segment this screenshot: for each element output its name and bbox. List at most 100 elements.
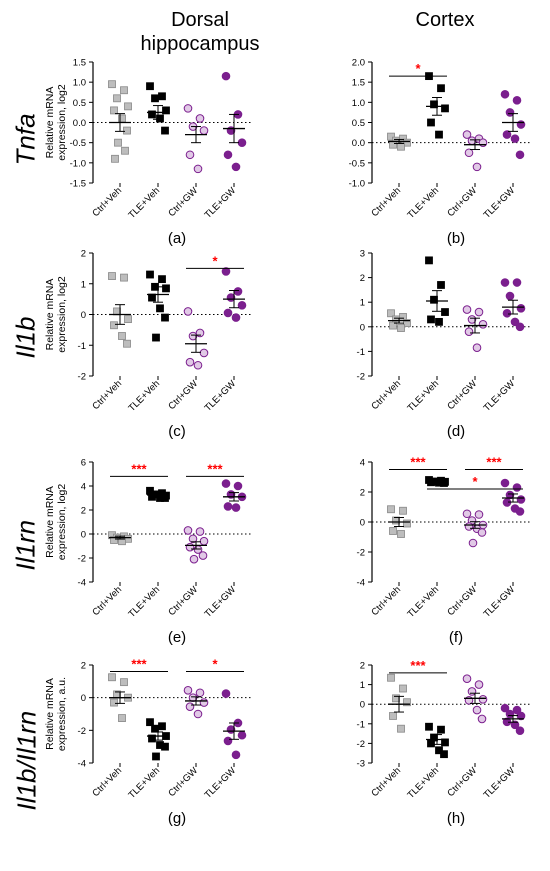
- significance-label: *: [415, 61, 421, 76]
- data-point: [161, 742, 169, 751]
- data-point: [183, 307, 193, 316]
- panel-label: (a): [168, 230, 186, 247]
- data-point: [185, 542, 195, 552]
- data-point: [389, 527, 397, 535]
- data-point: [158, 92, 166, 101]
- y-tick-label: 2: [81, 506, 86, 517]
- data-point: [162, 106, 170, 115]
- chart-panel: -1.0 -0.5 0.0 0.5 1.0 1.5 2.0 Ctrl+Veh TLE+Veh Ct…: [349, 58, 532, 247]
- y-axis-label: Relative mRNAexpression, log2: [44, 276, 68, 353]
- y-tick-label: -1.0: [70, 158, 86, 169]
- data-point: [199, 126, 209, 135]
- data-point: [389, 140, 397, 149]
- data-point: [500, 478, 510, 488]
- y-tick-label: 0: [360, 700, 365, 711]
- data-point: [440, 750, 448, 759]
- data-point: [392, 516, 400, 525]
- x-tick-label: TLE+Veh: [406, 765, 442, 801]
- panel-label: (b): [447, 230, 465, 247]
- x-tick-label: TLE+Veh: [127, 584, 163, 620]
- y-tick-label: 2: [360, 661, 365, 672]
- data-point: [183, 686, 193, 695]
- x-tick-label: TLE+Veh: [406, 378, 442, 414]
- data-point: [189, 554, 199, 564]
- y-tick-label: 2.0: [352, 58, 365, 69]
- data-point: [427, 739, 435, 748]
- data-point: [437, 84, 445, 93]
- data-point: [462, 509, 472, 519]
- y-tick-label: -4: [357, 578, 365, 589]
- data-point: [110, 321, 118, 330]
- data-point: [124, 315, 132, 324]
- y-tick-label: -2: [78, 726, 86, 737]
- significance-label: ***: [131, 657, 147, 672]
- data-point: [500, 703, 510, 713]
- data-point: [464, 522, 474, 531]
- data-point: [389, 712, 397, 720]
- chart-panel: -4 -2 0 2 Ctrl+Veh TLE+Veh Ctrl+GW TLE+GW Relati…: [44, 657, 253, 827]
- y-tick-label: 0.5: [73, 98, 86, 109]
- data-point: [223, 150, 233, 160]
- data-point: [124, 102, 132, 111]
- y-tick-label: 4: [81, 482, 86, 493]
- data-point: [478, 320, 488, 329]
- x-tick-label: Ctrl+GW: [166, 584, 200, 618]
- significance-label: ***: [486, 455, 502, 470]
- data-point: [472, 705, 482, 715]
- data-point: [500, 278, 510, 287]
- y-tick-label: -3: [357, 759, 365, 770]
- data-point: [199, 536, 209, 546]
- data-point: [437, 725, 445, 734]
- data-point: [146, 270, 154, 279]
- x-tick-label: Ctrl+Veh: [90, 584, 124, 618]
- x-tick-label: Ctrl+Veh: [90, 185, 124, 219]
- data-point: [233, 287, 243, 296]
- data-point: [110, 106, 118, 115]
- data-point: [397, 724, 405, 733]
- y-tick-label: 2: [360, 488, 365, 499]
- data-point: [195, 328, 205, 338]
- data-point: [425, 722, 433, 731]
- data-point: [233, 481, 243, 491]
- y-tick-label: 0: [81, 310, 86, 321]
- y-tick-label: 0.0: [352, 138, 365, 149]
- data-point: [510, 134, 520, 143]
- y-tick-label: -2: [357, 548, 365, 559]
- data-point: [500, 89, 510, 99]
- data-point: [188, 331, 198, 341]
- x-tick-label: TLE+GW: [203, 185, 239, 221]
- data-point: [515, 507, 525, 516]
- data-point: [435, 317, 443, 326]
- data-point: [399, 684, 407, 693]
- data-point: [120, 273, 128, 282]
- column-title-cortex: Cortex: [415, 9, 475, 31]
- data-point: [120, 86, 128, 95]
- y-tick-label: -1: [78, 341, 86, 352]
- data-point: [199, 348, 209, 358]
- data-point: [441, 308, 449, 316]
- data-point: [158, 275, 166, 284]
- data-point: [114, 138, 122, 147]
- data-point: [474, 510, 484, 519]
- x-tick-label: Ctrl+Veh: [369, 185, 403, 219]
- y-tick-label: -2: [78, 554, 86, 565]
- y-tick-label: -1.5: [70, 179, 86, 190]
- significance-label: ***: [207, 461, 223, 476]
- x-tick-label: Ctrl+Veh: [369, 378, 403, 412]
- data-point: [462, 674, 472, 684]
- data-point: [403, 698, 411, 707]
- data-point: [221, 71, 231, 81]
- data-point: [185, 702, 195, 711]
- y-tick-label: 1.5: [73, 58, 86, 69]
- y-tick-label: -4: [78, 578, 86, 589]
- data-point: [387, 673, 395, 682]
- y-tick-label: 0: [360, 322, 365, 333]
- y-tick-label: -1.0: [349, 179, 365, 190]
- y-tick-label: 2: [360, 273, 365, 284]
- y-axis-label: Relative mRNAexpression, a.u.: [44, 677, 68, 751]
- panel-label: (c): [168, 423, 186, 440]
- data-point: [515, 726, 525, 735]
- data-point: [505, 108, 515, 117]
